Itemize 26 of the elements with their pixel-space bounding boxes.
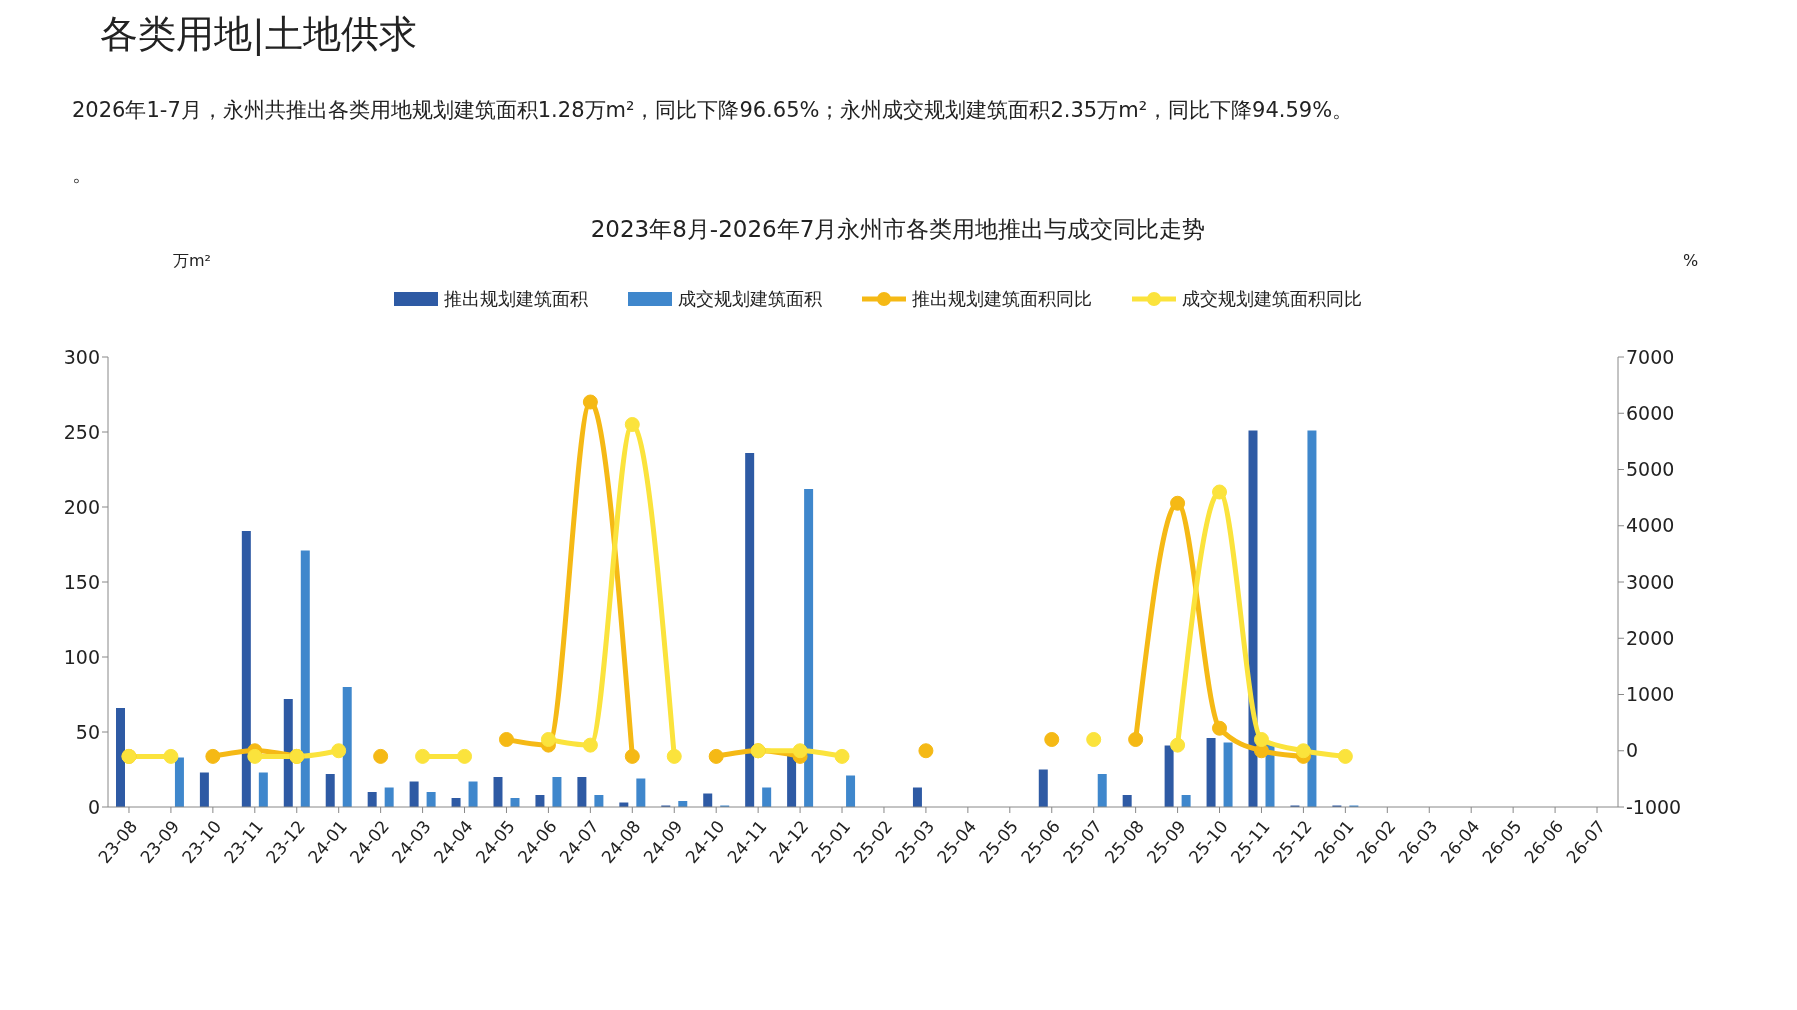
chart-subtitle: 2023年8月-2026年7月永州市各类用地推出与成交同比走势 xyxy=(589,215,1207,244)
y2-tick-label: 1000 xyxy=(1626,683,1675,706)
text: 。 xyxy=(71,161,94,188)
text: 2026年1-7月，永州共推出各类用地规划建筑面积1.28万m²，同比下降96.65%；永州成交规划建筑面积2.35万m²，同比下降94.59%。 xyxy=(71,97,1355,124)
y-tick-label: 150 xyxy=(63,570,100,593)
y2-axis-title: % xyxy=(1683,251,1699,270)
y2-tick-label: 0 xyxy=(1626,739,1639,762)
y2-tick-label: 2000 xyxy=(1626,626,1675,649)
y-tick-label: 0 xyxy=(87,795,100,818)
chart-title: 各类用地|土地供求 xyxy=(99,11,418,58)
legend-label: 成交规划建筑面积同比 xyxy=(1182,287,1362,311)
y-tick-label: 250 xyxy=(63,420,100,443)
y2-tick-label: 6000 xyxy=(1626,401,1675,424)
legend-label: 成交规划建筑面积 xyxy=(678,287,822,311)
y2-tick-label: 4000 xyxy=(1626,514,1675,537)
y2-tick-label: 3000 xyxy=(1626,570,1675,593)
y-tick-label: 100 xyxy=(63,645,100,668)
y-tick-label: 200 xyxy=(63,495,100,518)
y2-tick-label: 5000 xyxy=(1626,458,1675,481)
y-tick-label: 300 xyxy=(63,345,100,368)
y-axis-title: 万m² xyxy=(173,251,211,272)
legend-label: 推出规划建筑面积同比 xyxy=(912,287,1092,311)
y-tick-label: 50 xyxy=(75,720,100,743)
y2-tick-label: 7000 xyxy=(1626,345,1675,368)
y2-tick-label: -1000 xyxy=(1626,795,1682,818)
legend-label: 推出规划建筑面积 xyxy=(444,287,588,311)
